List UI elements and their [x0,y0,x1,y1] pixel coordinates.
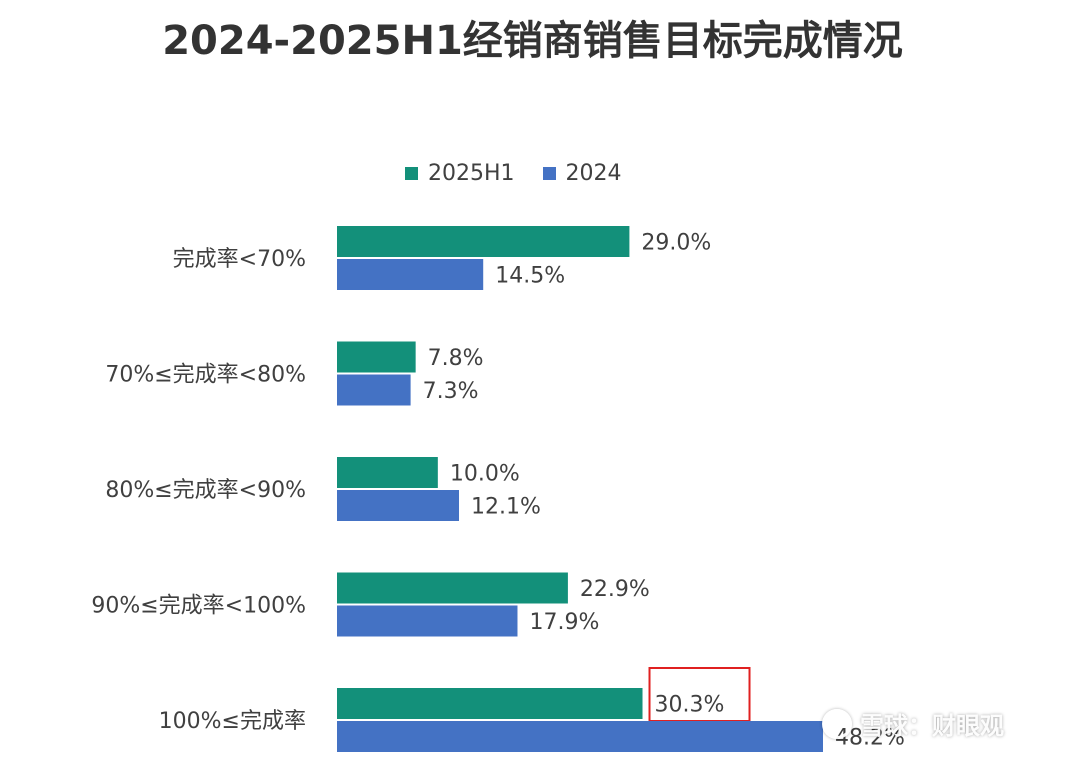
bar [337,374,411,406]
category-label: 100%≤完成率 [159,709,306,734]
legend-item-2024: 2024 [542,160,622,186]
legend-label-2024: 2024 [565,160,622,186]
snowball-logo-icon [822,708,852,739]
bar [337,572,568,604]
chart-title: 2024-2025H1经销商销售目标完成情况 [162,18,903,64]
watermark-text: 雪球：财眼观 [860,712,1004,740]
legend-swatch-2025h1 [405,166,418,180]
category-label: 70%≤完成率<80% [105,363,306,388]
legend: 2025H1 2024 [405,158,622,188]
data-label: 22.9% [580,577,650,602]
data-label: 12.1% [471,495,541,520]
bar [337,605,518,637]
bar [337,721,823,752]
category-label: 90%≤完成率<100% [91,594,306,619]
legend-label-2025h1: 2025H1 [428,160,515,186]
watermark: 雪球：财眼观 [822,706,1004,741]
data-label: 14.5% [495,264,565,289]
data-label: 30.3% [655,693,725,718]
bar [337,226,630,257]
legend-swatch-2024 [542,166,556,180]
data-label: 7.8% [428,346,484,371]
category-label: 完成率<70% [173,247,306,272]
data-label: 17.9% [529,610,599,635]
data-label: 10.0% [450,462,520,487]
category-label: 80%≤完成率<90% [105,478,306,503]
bar [337,341,416,373]
data-label: 29.0% [641,231,711,256]
bar [337,688,643,719]
data-label: 7.3% [423,379,479,404]
legend-item-2025h1: 2025H1 [405,161,515,186]
bar [337,259,484,290]
bar [337,457,438,488]
bar [337,490,460,521]
